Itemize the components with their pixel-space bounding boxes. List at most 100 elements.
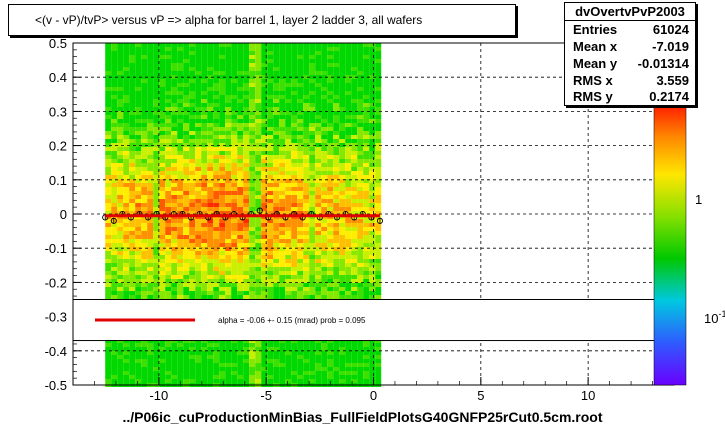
- heatmap-cell: [165, 167, 172, 171]
- heatmap-cell: [333, 187, 340, 191]
- heatmap-cell: [141, 187, 148, 191]
- heatmap-cell: [177, 343, 184, 347]
- heatmap-cell: [165, 207, 172, 211]
- heatmap-cell: [375, 203, 382, 207]
- heatmap-cell: [213, 139, 220, 143]
- heatmap-cell: [189, 43, 196, 47]
- heatmap-cell: [267, 255, 274, 259]
- heatmap-cell: [117, 183, 124, 187]
- heatmap-cell: [117, 351, 124, 355]
- heatmap-cell: [291, 115, 298, 119]
- heatmap-cell: [147, 143, 154, 147]
- heatmap-cell: [357, 359, 364, 363]
- heatmap-cell: [171, 155, 178, 159]
- heatmap-cell: [105, 175, 112, 179]
- heatmap-cell: [135, 251, 142, 255]
- heatmap-cell: [315, 43, 322, 47]
- heatmap-cell: [351, 99, 358, 103]
- heatmap-cell: [363, 227, 370, 231]
- heatmap-cell: [105, 99, 112, 103]
- heatmap-cell: [351, 151, 358, 155]
- heatmap-cell: [243, 243, 250, 247]
- heatmap-cell: [243, 171, 250, 175]
- heatmap-cell: [201, 99, 208, 103]
- heatmap-cell: [279, 351, 286, 355]
- heatmap-cell: [369, 183, 376, 187]
- heatmap-cell: [291, 195, 298, 199]
- heatmap-cell: [159, 139, 166, 143]
- heatmap-cell: [147, 175, 154, 179]
- heatmap-cell: [279, 111, 286, 115]
- heatmap-cell: [165, 295, 172, 299]
- heatmap-cell: [243, 183, 250, 187]
- heatmap-cell: [153, 87, 160, 91]
- heatmap-cell: [213, 207, 220, 211]
- heatmap-cell: [201, 191, 208, 195]
- heatmap-cell: [375, 379, 382, 383]
- heatmap-cell: [309, 367, 316, 371]
- heatmap-cell: [255, 367, 262, 371]
- heatmap-cell: [141, 71, 148, 75]
- heatmap-cell: [249, 55, 256, 59]
- heatmap-cell: [183, 139, 190, 143]
- heatmap-cell: [243, 75, 250, 79]
- stats-label: Entries: [573, 22, 618, 37]
- heatmap-cell: [315, 243, 322, 247]
- heatmap-cell: [183, 63, 190, 67]
- heatmap-cell: [279, 119, 286, 123]
- heatmap-cell: [261, 135, 268, 139]
- heatmap-cell: [117, 147, 124, 151]
- heatmap-cell: [207, 43, 214, 47]
- heatmap-cell: [357, 147, 364, 151]
- heatmap-cell: [291, 223, 298, 227]
- heatmap-cell: [279, 295, 286, 299]
- heatmap-cell: [123, 167, 130, 171]
- heatmap-cell: [279, 95, 286, 99]
- heatmap-cell: [225, 195, 232, 199]
- heatmap-cell: [363, 135, 370, 139]
- heatmap-cell: [309, 231, 316, 235]
- heatmap-cell: [363, 259, 370, 263]
- heatmap-cell: [117, 371, 124, 375]
- heatmap-cell: [195, 283, 202, 287]
- heatmap-cell: [141, 107, 148, 111]
- heatmap-cell: [225, 351, 232, 355]
- heatmap-cell: [351, 375, 358, 379]
- heatmap-cell: [177, 155, 184, 159]
- heatmap-cell: [201, 223, 208, 227]
- heatmap-cell: [291, 203, 298, 207]
- heatmap-cell: [279, 123, 286, 127]
- heatmap-cell: [369, 367, 376, 371]
- heatmap-cell: [357, 199, 364, 203]
- heatmap-cell: [303, 255, 310, 259]
- heatmap-cell: [117, 243, 124, 247]
- heatmap-cell: [171, 251, 178, 255]
- heatmap-cell: [345, 195, 352, 199]
- heatmap-cell: [357, 159, 364, 163]
- heatmap-cell: [297, 207, 304, 211]
- heatmap-cell: [285, 59, 292, 63]
- heatmap-cell: [237, 59, 244, 63]
- heatmap-cell: [249, 111, 256, 115]
- heatmap-cell: [225, 187, 232, 191]
- heatmap-cell: [255, 235, 262, 239]
- heatmap-cell: [207, 363, 214, 367]
- heatmap-cell: [231, 231, 238, 235]
- heatmap-cell: [321, 351, 328, 355]
- heatmap-cell: [267, 271, 274, 275]
- heatmap-cell: [303, 235, 310, 239]
- heatmap-cell: [213, 251, 220, 255]
- heatmap-cell: [213, 155, 220, 159]
- heatmap-cell: [375, 367, 382, 371]
- heatmap-cell: [153, 367, 160, 371]
- heatmap-cell: [303, 251, 310, 255]
- heatmap-cell: [339, 351, 346, 355]
- heatmap-cell: [285, 67, 292, 71]
- heatmap-cell: [255, 51, 262, 55]
- heatmap-cell: [123, 355, 130, 359]
- heatmap-cell: [153, 107, 160, 111]
- heatmap-cell: [177, 375, 184, 379]
- y-tick-label: 0.1: [49, 173, 67, 188]
- heatmap-cell: [315, 267, 322, 271]
